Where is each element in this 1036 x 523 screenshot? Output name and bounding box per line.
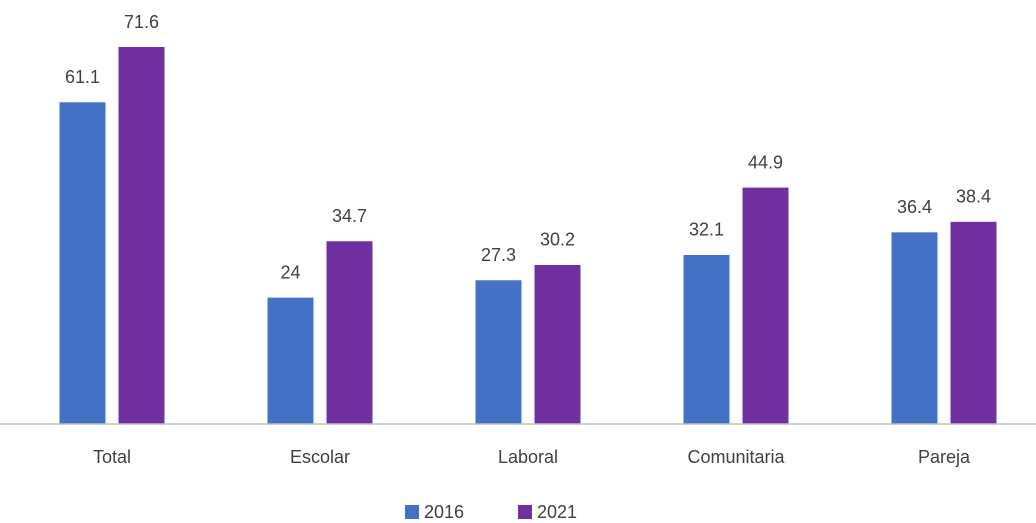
bar xyxy=(891,232,938,424)
legend-label: 2021 xyxy=(537,502,577,522)
x-tick-label: Comunitaria xyxy=(687,447,785,467)
data-label: 71.6 xyxy=(124,12,159,32)
data-label: 32.1 xyxy=(689,220,724,240)
bar xyxy=(742,187,789,424)
legend-swatch xyxy=(518,505,532,519)
x-tick-label: Escolar xyxy=(290,447,350,467)
bar xyxy=(59,102,106,424)
data-label: 61.1 xyxy=(65,67,100,87)
legend-label: 2016 xyxy=(424,502,464,522)
x-tick-label: Laboral xyxy=(498,447,558,467)
data-label: 38.4 xyxy=(956,187,991,207)
data-label: 44.9 xyxy=(748,152,783,172)
bar xyxy=(267,297,314,424)
data-label: 27.3 xyxy=(481,245,516,265)
x-tick-label: Pareja xyxy=(918,447,971,467)
legend-swatch xyxy=(405,505,419,519)
x-tick-label: Total xyxy=(93,447,131,467)
bar xyxy=(326,241,373,424)
bar xyxy=(118,47,165,424)
bar xyxy=(950,221,997,424)
data-label: 34.7 xyxy=(332,206,367,226)
bar xyxy=(683,254,730,424)
data-label: 36.4 xyxy=(897,197,932,217)
bar xyxy=(534,264,581,424)
data-label: 30.2 xyxy=(540,230,575,250)
data-label: 24 xyxy=(280,262,300,282)
bar xyxy=(475,280,522,424)
